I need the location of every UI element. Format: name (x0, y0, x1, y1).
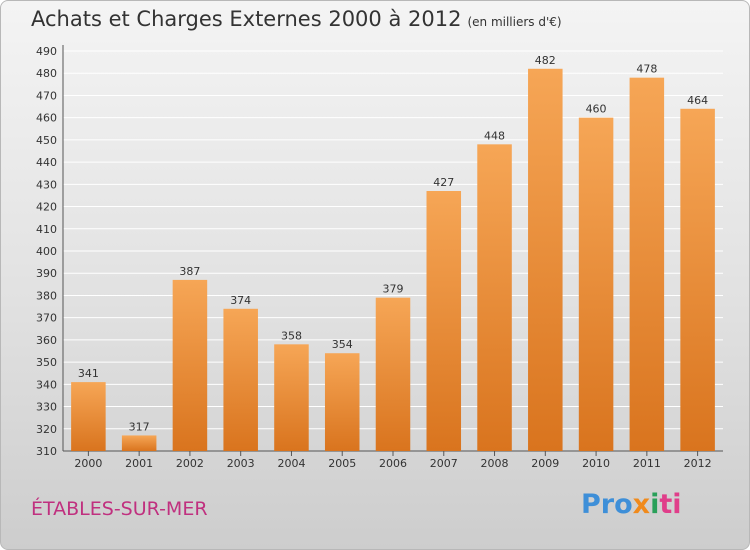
x-tick-label: 2008 (481, 457, 509, 470)
data-label: 448 (484, 129, 505, 142)
y-tick-label: 330 (36, 401, 57, 414)
y-tick-label: 480 (36, 67, 57, 80)
bar (578, 117, 614, 452)
bar (477, 144, 512, 452)
bar (375, 297, 411, 451)
x-tick-label: 2009 (531, 457, 559, 470)
bar (121, 435, 157, 451)
chart-title: Achats et Charges Externes 2000 à 2012 (e… (31, 7, 562, 31)
data-label: 387 (179, 265, 200, 278)
chart-title-text: Achats et Charges Externes 2000 à 2012 (31, 7, 462, 31)
logo-part-3: i (650, 489, 660, 520)
x-tick-label: 2003 (227, 457, 255, 470)
x-tick-label: 2002 (176, 457, 204, 470)
y-tick-label: 310 (36, 445, 57, 458)
bar (223, 308, 258, 451)
y-tick-label: 460 (36, 112, 57, 125)
data-label: 482 (535, 54, 556, 67)
logo-part-2: x (632, 489, 651, 520)
x-tick-label: 2010 (582, 457, 610, 470)
commune-name: ÉTABLES-SUR-MER (31, 498, 208, 520)
x-tick-label: 2012 (684, 457, 712, 470)
x-tick-label: 2000 (74, 457, 102, 470)
y-tick-label: 390 (36, 267, 57, 280)
x-tick-label: 2007 (430, 457, 458, 470)
bar (324, 353, 360, 451)
data-label: 478 (636, 63, 657, 76)
data-label: 379 (383, 283, 404, 296)
y-tick-label: 410 (36, 223, 57, 236)
y-tick-label: 350 (36, 356, 57, 369)
bar (71, 382, 106, 451)
y-tick-label: 420 (36, 201, 57, 214)
y-tick-label: 450 (36, 134, 57, 147)
bar (680, 108, 715, 452)
data-label: 460 (586, 103, 607, 116)
y-tick-label: 320 (36, 423, 57, 436)
logo-part-4: ti (659, 489, 682, 520)
bar (528, 68, 563, 452)
y-tick-label: 470 (36, 89, 57, 102)
x-tick-label: 2001 (125, 457, 153, 470)
y-tick-label: 490 (36, 45, 57, 58)
x-tick-label: 2004 (277, 457, 305, 470)
x-tick-label: 2011 (633, 457, 661, 470)
bar (629, 77, 665, 452)
proxiti-logo: Proxiti (581, 489, 682, 520)
bar (172, 279, 208, 451)
chart-subtitle: (en milliers d'€) (467, 15, 562, 29)
bar (426, 191, 462, 451)
x-tick-label: 2005 (328, 457, 356, 470)
data-label: 341 (78, 367, 99, 380)
y-tick-label: 430 (36, 178, 57, 191)
y-tick-label: 400 (36, 245, 57, 258)
bar (274, 344, 309, 451)
logo-part-1: Pro (581, 489, 633, 520)
data-label: 354 (332, 338, 353, 351)
data-label: 427 (433, 176, 454, 189)
data-label: 317 (129, 420, 150, 433)
x-tick-label: 2006 (379, 457, 407, 470)
y-tick-label: 340 (36, 378, 57, 391)
y-tick-label: 360 (36, 334, 57, 347)
y-tick-label: 370 (36, 312, 57, 325)
data-label: 358 (281, 329, 302, 342)
y-tick-label: 440 (36, 156, 57, 169)
data-label: 374 (230, 294, 251, 307)
y-tick-label: 380 (36, 289, 57, 302)
data-label: 464 (687, 94, 708, 107)
